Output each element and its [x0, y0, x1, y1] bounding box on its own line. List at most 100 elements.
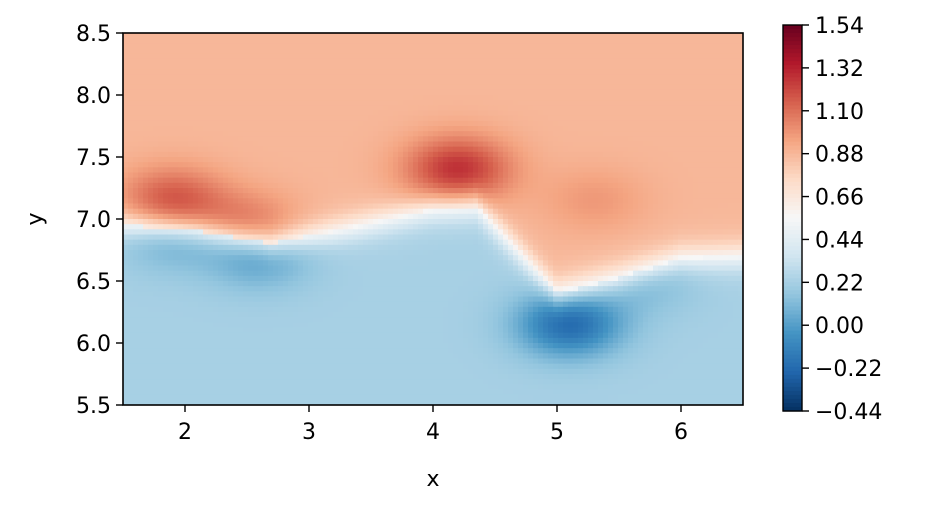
heatmap-cell	[328, 64, 334, 70]
heatmap-cell	[713, 100, 719, 106]
heatmap-cell	[713, 69, 719, 75]
heatmap-cell	[688, 115, 694, 122]
heatmap-cell	[708, 38, 714, 44]
heatmap-cell	[358, 89, 364, 96]
heatmap-cell	[183, 74, 189, 81]
heatmap-cell	[588, 229, 594, 236]
heatmap-cell	[278, 43, 284, 50]
heatmap-cell	[333, 131, 339, 137]
heatmap-cell	[488, 234, 494, 241]
heatmap-cell	[688, 177, 694, 184]
heatmap-cell	[558, 115, 564, 122]
heatmap-cell	[233, 151, 239, 158]
heatmap-cell	[558, 203, 564, 210]
heatmap-cell	[143, 157, 149, 163]
heatmap-cell	[558, 151, 564, 158]
heatmap-cell	[548, 229, 554, 236]
heatmap-cell	[378, 229, 384, 236]
heatmap-cell	[573, 64, 579, 70]
heatmap-cell	[123, 193, 129, 199]
heatmap-cell	[208, 84, 214, 91]
heatmap-cell	[263, 188, 269, 194]
heatmap-cell	[353, 74, 359, 81]
heatmap-cell	[418, 48, 424, 55]
heatmap-cell	[183, 136, 189, 143]
heatmap-cell	[228, 48, 234, 55]
heatmap-cell	[328, 182, 334, 189]
heatmap-cell	[538, 58, 544, 65]
heatmap-cell	[508, 84, 514, 91]
heatmap-cell	[588, 203, 594, 210]
heatmap-cell	[528, 224, 534, 230]
heatmap-cell	[318, 131, 324, 137]
heatmap-cell	[328, 69, 334, 75]
heatmap-cell	[238, 157, 244, 163]
heatmap-cell	[383, 151, 389, 158]
heatmap-cell	[738, 74, 743, 81]
heatmap-cell	[253, 120, 259, 127]
heatmap-cell	[423, 193, 429, 199]
heatmap-cell	[448, 43, 454, 50]
heatmap-cell	[623, 224, 629, 230]
heatmap-cell	[263, 105, 269, 112]
heatmap-cell	[513, 146, 519, 153]
heatmap-cell	[338, 89, 344, 96]
heatmap-cell	[298, 224, 304, 230]
heatmap-cell	[473, 38, 479, 44]
heatmap-cell	[248, 151, 254, 158]
heatmap-cell	[298, 38, 304, 44]
heatmap-cell	[128, 172, 134, 179]
heatmap-cell	[613, 182, 619, 189]
heatmap-cell	[293, 89, 299, 96]
heatmap-cell	[678, 162, 684, 168]
heatmap-cell	[168, 239, 174, 246]
heatmap-cell	[533, 89, 539, 96]
heatmap-cell	[488, 105, 494, 112]
heatmap-cell	[653, 95, 659, 101]
heatmap-cell	[733, 95, 739, 101]
heatmap-cell	[123, 136, 129, 143]
heatmap-cell	[703, 146, 709, 153]
heatmap-cell	[253, 95, 259, 101]
heatmap-cell	[673, 213, 679, 220]
heatmap-cell	[293, 234, 299, 241]
heatmap-cell	[378, 95, 384, 101]
heatmap-cell	[658, 131, 664, 137]
heatmap-cell	[243, 213, 249, 220]
heatmap-cell	[178, 172, 184, 179]
heatmap-cell	[398, 64, 404, 70]
heatmap-cell	[738, 84, 743, 91]
heatmap-cell	[368, 208, 374, 215]
heatmap-cell	[653, 193, 659, 199]
heatmap-cell	[658, 84, 664, 91]
heatmap-cell	[613, 38, 619, 44]
heatmap-cell	[398, 213, 404, 220]
heatmap-cell	[638, 69, 644, 75]
heatmap-cell	[218, 188, 224, 194]
heatmap-cell	[443, 120, 449, 127]
heatmap-cell	[368, 172, 374, 179]
heatmap-cell	[198, 38, 204, 44]
heatmap-cell	[268, 38, 274, 44]
heatmap-cell	[483, 177, 489, 184]
heatmap-cell	[598, 43, 604, 50]
heatmap-cell	[343, 131, 349, 137]
heatmap-cell	[613, 208, 619, 215]
heatmap-cell	[143, 229, 149, 236]
heatmap-cell	[523, 89, 529, 96]
heatmap-cell	[288, 146, 294, 153]
heatmap-cell	[543, 79, 549, 86]
heatmap-cell	[208, 105, 214, 112]
heatmap-cell	[308, 234, 314, 241]
heatmap-cell	[538, 53, 544, 60]
heatmap-cell	[263, 120, 269, 127]
heatmap-cell	[178, 146, 184, 153]
heatmap-cell	[518, 213, 524, 220]
heatmap-cell	[528, 33, 534, 39]
heatmap-cell	[203, 213, 209, 220]
heatmap-cell	[138, 182, 144, 189]
heatmap-cell	[263, 115, 269, 122]
heatmap-cell	[188, 38, 194, 44]
heatmap-cell	[353, 172, 359, 179]
heatmap-cell	[523, 79, 529, 86]
